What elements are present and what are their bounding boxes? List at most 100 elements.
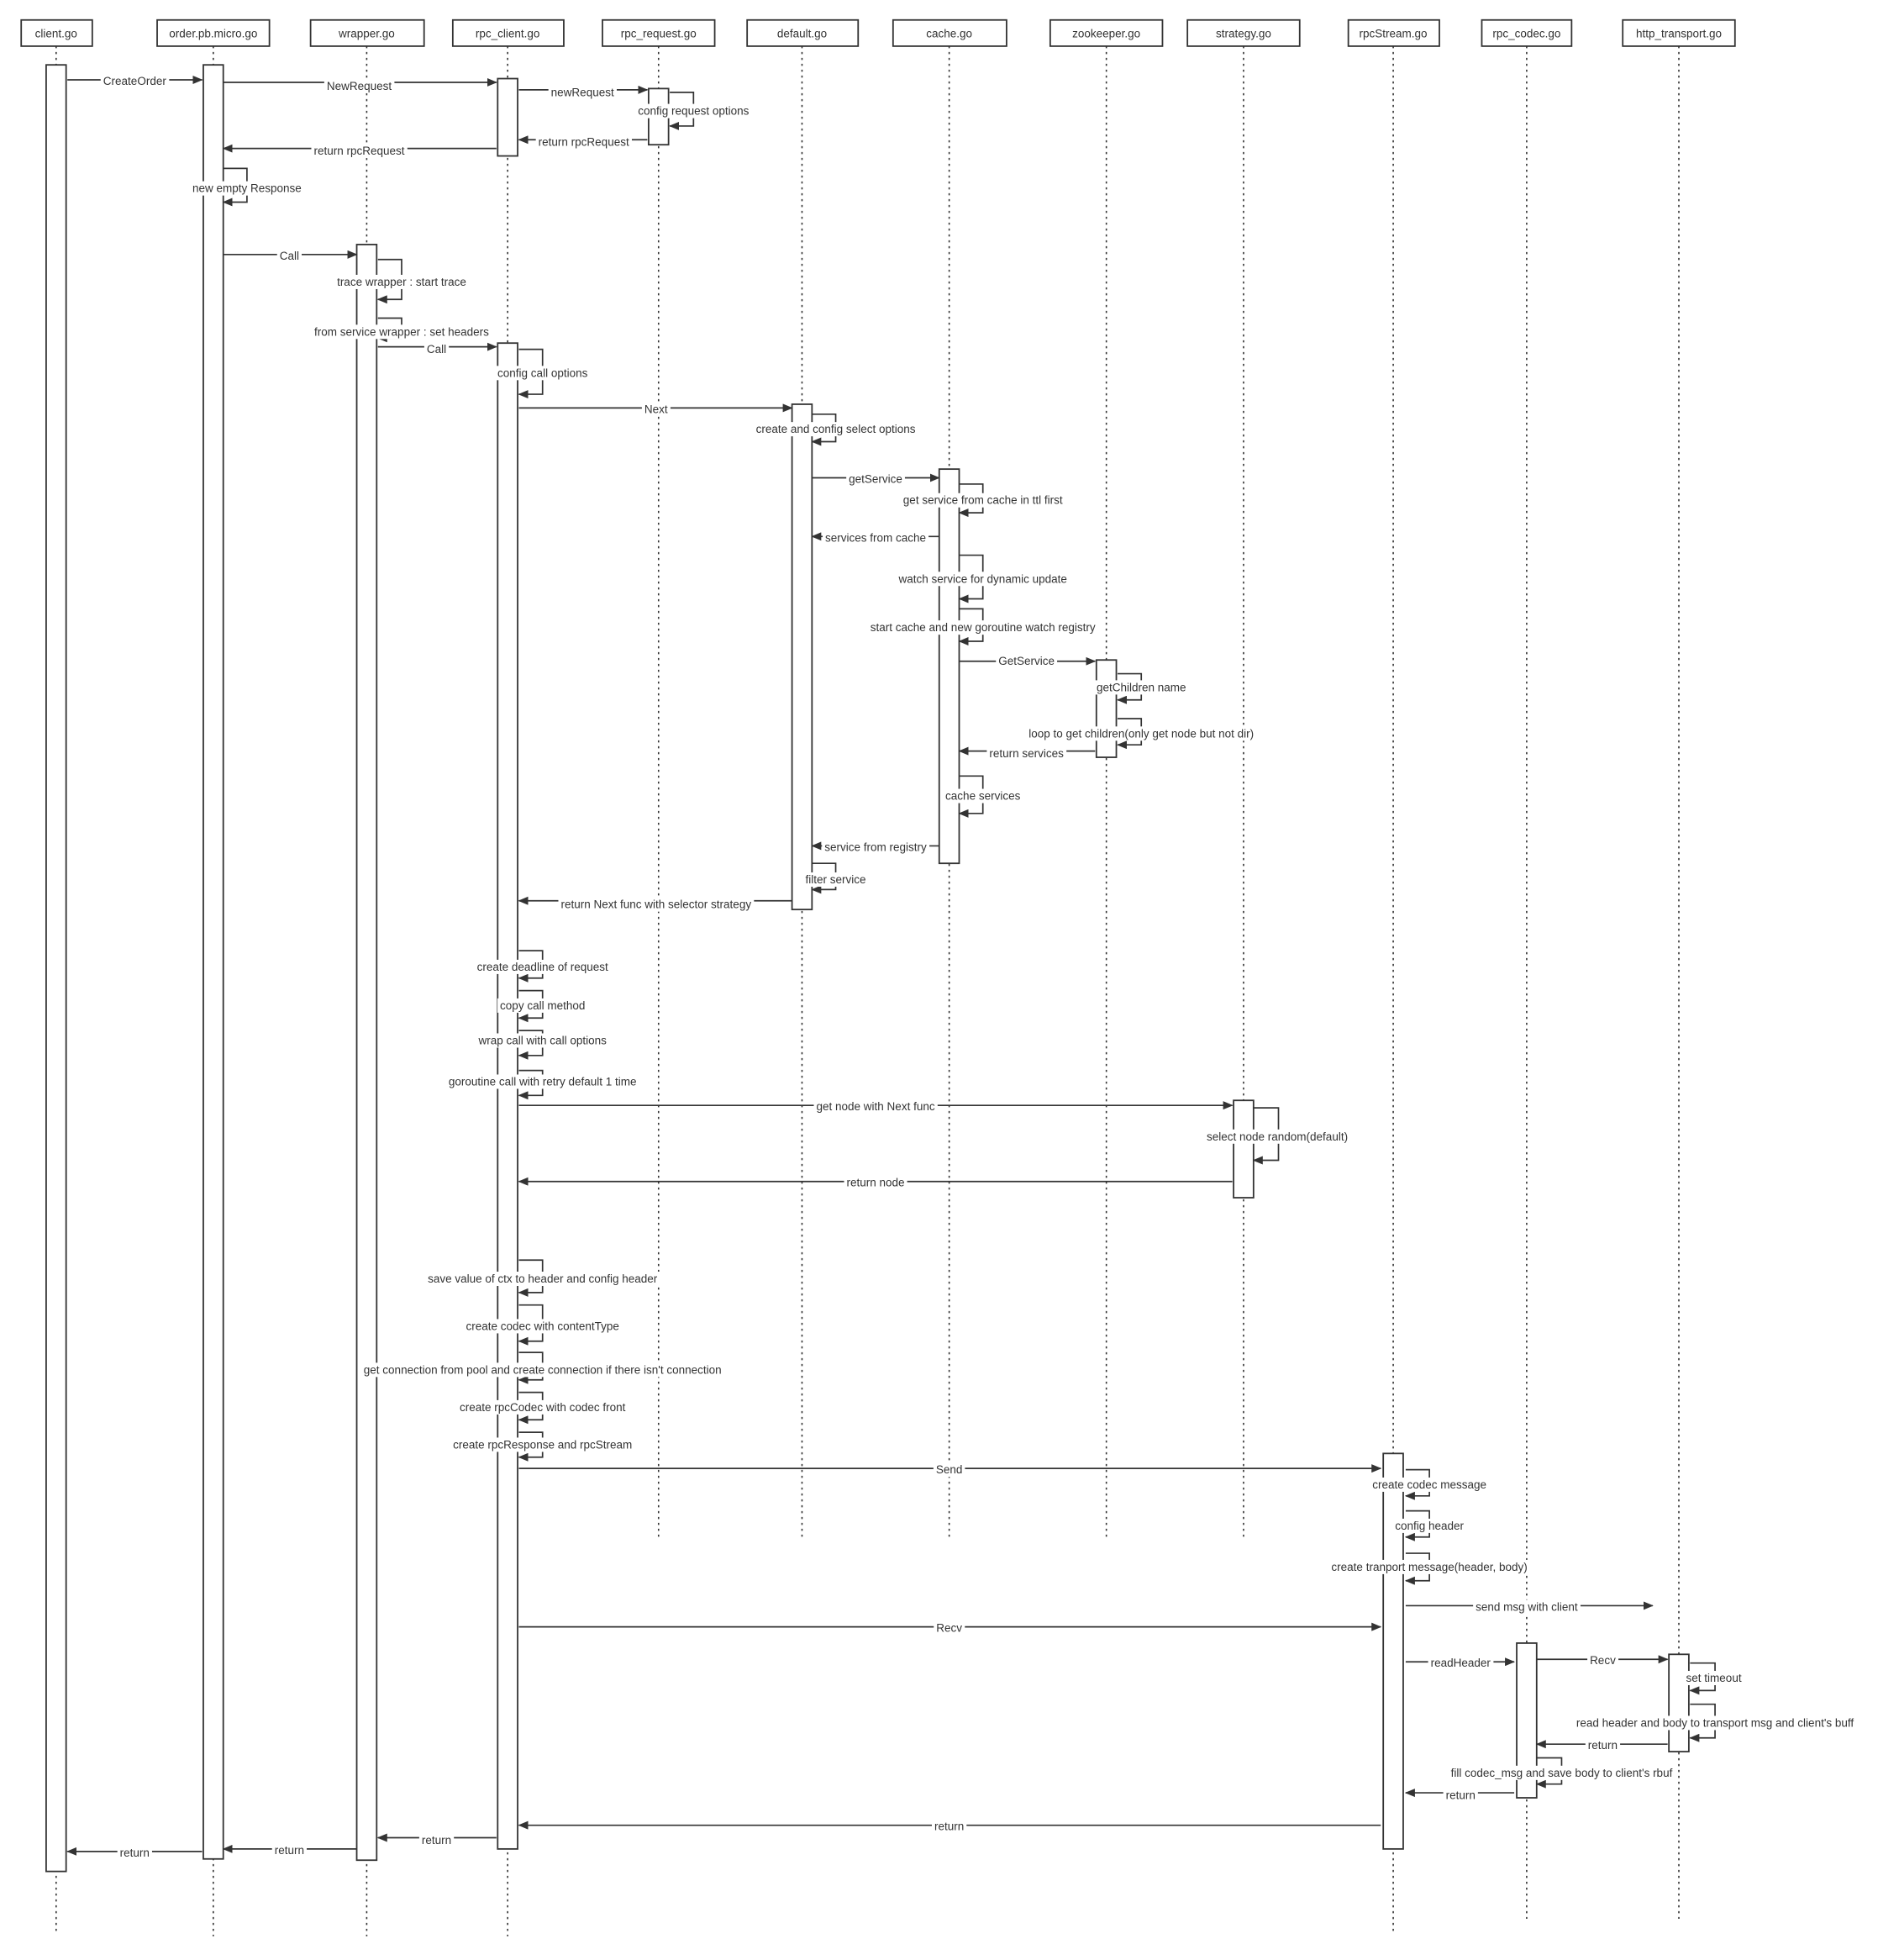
message-start-cache: start cache and new goroutine watch regi…: [867, 608, 1098, 645]
participant-order: order.pb.micro.go: [156, 18, 271, 47]
message-filter-service: filter service: [802, 862, 869, 894]
activation-bar-client: [45, 64, 67, 1873]
message-label: newRequest: [551, 86, 614, 98]
message-label: loop to get children(only get node but n…: [1028, 727, 1254, 740]
message-label: wrap call with call options: [478, 1034, 608, 1046]
message-create-transport-message: create tranport message(header, body): [1328, 1552, 1530, 1585]
participant-rpc_codec: rpc_codec.go: [1481, 18, 1573, 47]
participant-strategy: strategy.go: [1186, 18, 1301, 47]
message-loop-get-children: loop to get children(only get node but n…: [1026, 718, 1257, 750]
message-get-children-name: getChildren name: [1093, 672, 1189, 704]
participant-headers: client.go order.pb.micro.go wrapper.go rpc_…: [20, 18, 1736, 47]
message-return-4: return: [376, 1832, 497, 1847]
message-label: return services: [989, 747, 1064, 760]
message-next: Next: [518, 402, 793, 417]
participant-cache: cache.go: [892, 18, 1007, 47]
message-copy-call-method: copy call method: [497, 989, 588, 1023]
message-create-rpc-response: create rpcResponse and rpcStream: [450, 1431, 635, 1462]
message-label: watch service for dynamic update: [898, 572, 1067, 585]
message-return-next-func: return Next func with selector strategy: [518, 896, 792, 912]
message-label: return: [275, 1844, 304, 1857]
message-label: fill codec_msg and save body to client's…: [1451, 1767, 1673, 1779]
message-label: select node random(default): [1207, 1130, 1348, 1143]
message-label: get service from cache in ttl first: [903, 494, 1063, 507]
message-label: filter service: [806, 873, 866, 886]
participant-label: zookeeper.go: [1072, 28, 1140, 40]
message-label: create tranport message(header, body): [1331, 1561, 1527, 1573]
message-send-msg: send msg with client: [1405, 1599, 1654, 1615]
participant-label: rpc_client.go: [476, 28, 540, 40]
message-service-from-registry: service from registry: [811, 840, 939, 855]
message-trace-wrapper: trace wrapper : start trace: [334, 258, 469, 304]
message-return-rpc-request-2: return rpcRequest: [222, 144, 497, 159]
message-fill-codec-msg: fill codec_msg and save body to client's…: [1448, 1757, 1675, 1789]
message-config-header: config header: [1392, 1510, 1467, 1541]
message-create-rpc-codec: create rpcCodec with codec front: [457, 1391, 629, 1425]
message-label: goroutine call with retry default 1 time: [449, 1075, 637, 1088]
message-label: create and config select options: [756, 423, 916, 435]
participant-wrapper: wrapper.go: [309, 18, 425, 47]
message-select-node: select node random(default): [1203, 1107, 1351, 1165]
activation-bar-zookeeper: [1095, 659, 1118, 758]
participant-label: rpc_request.go: [621, 28, 697, 40]
message-label: return: [422, 1834, 451, 1847]
messages: CreateOrder NewRequest newRequest config re…: [66, 73, 1857, 1860]
message-label: return: [1446, 1789, 1476, 1802]
activation-bar-http_transport: [1668, 1653, 1690, 1752]
message-label: CreateOrder: [103, 75, 167, 87]
message-label: Send: [936, 1463, 963, 1476]
participant-label: strategy.go: [1216, 28, 1271, 40]
message-cache-services: cache services: [943, 775, 1023, 818]
participant-label: default.go: [777, 28, 827, 40]
message-create-codec-message: create codec message: [1370, 1468, 1490, 1500]
message-label: return: [934, 1820, 964, 1833]
message-label: readHeader: [1431, 1657, 1491, 1669]
message-return-services: return services: [958, 746, 1096, 761]
message-label: create codec with contentType: [466, 1320, 619, 1332]
participant-label: cache.go: [926, 28, 972, 40]
message-label: create deadline of request: [477, 961, 608, 973]
lifelines: [55, 45, 1680, 1936]
message-config-call-options: config call options: [495, 348, 591, 399]
message-label: config header: [1395, 1520, 1464, 1532]
message-recv-2: Recv: [1536, 1653, 1669, 1668]
message-recv-1: Recv: [518, 1620, 1382, 1636]
activation-bar-rpc_codec: [1516, 1642, 1538, 1799]
message-save-ctx: save value of ctx to header and config h…: [425, 1259, 660, 1297]
message-label: send msg with client: [1476, 1600, 1578, 1613]
message-read-header-body: read header and body to transport msg an…: [1573, 1703, 1857, 1742]
message-label: copy call method: [500, 999, 585, 1012]
message-label: create rpcCodec with codec front: [460, 1401, 626, 1414]
message-return-node: return node: [518, 1175, 1233, 1190]
message-return-6: return: [66, 1845, 203, 1860]
participant-label: http_transport.go: [1636, 28, 1722, 40]
message-label: config call options: [497, 366, 588, 379]
participant-zookeeper: zookeeper.go: [1049, 18, 1164, 47]
message-label: cache services: [945, 790, 1021, 803]
message-label: trace wrapper : start trace: [337, 276, 466, 288]
message-label: Call: [427, 343, 446, 356]
message-new-empty-response: new empty Response: [189, 167, 304, 207]
message-label: read header and body to transport msg an…: [1576, 1716, 1854, 1729]
message-label: getService: [849, 473, 902, 486]
message-new-request-2: newRequest: [518, 85, 649, 100]
message-goroutine-call: goroutine call with retry default 1 time: [445, 1069, 639, 1100]
message-label: return: [1588, 1739, 1618, 1752]
message-services-from-cache: services from cache: [811, 530, 939, 545]
activation-bar-cache: [938, 468, 960, 865]
participant-client: client.go: [20, 18, 93, 47]
activation-bar-strategy: [1233, 1099, 1255, 1199]
participant-rpc_request: rpc_request.go: [602, 18, 716, 47]
activation-bar-rpcStream: [1382, 1452, 1404, 1850]
message-get-service: getService: [812, 472, 940, 487]
participant-label: rpcStream.go: [1360, 28, 1428, 40]
message-return-rpc-request-1: return rpcRequest: [518, 134, 648, 150]
message-send: Send: [518, 1462, 1382, 1478]
message-label: from service wrapper : set headers: [314, 325, 489, 338]
message-label: service from registry: [824, 840, 927, 853]
message-return-2: return: [1404, 1788, 1515, 1803]
message-label: return Next func with selector strategy: [560, 898, 751, 911]
message-label: config request options: [638, 105, 749, 118]
message-label: start cache and new goroutine watch regi…: [871, 621, 1096, 634]
